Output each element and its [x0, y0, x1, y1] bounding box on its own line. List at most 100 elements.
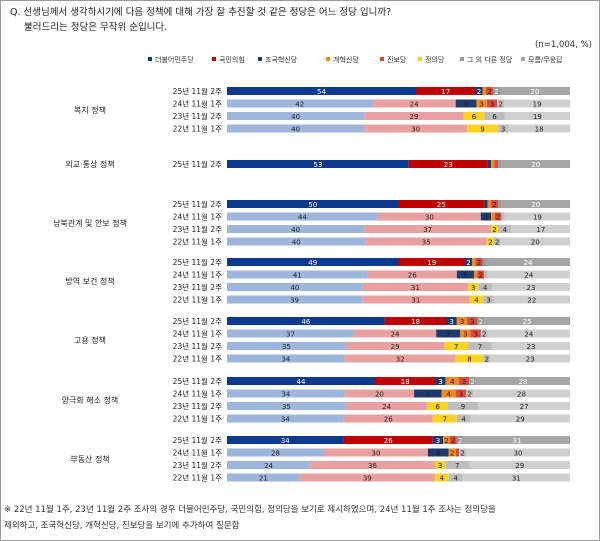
legend-item-7: 모름/무응답: [521, 55, 563, 64]
bar-label-0-0-2: 2: [477, 88, 481, 96]
group-label-4: 고용 정책: [74, 335, 106, 345]
bar-0-1-7: [504, 99, 570, 108]
legend-label-2: 조국혁신당: [265, 55, 298, 64]
bar-5-2-5: [427, 402, 448, 410]
bar-label-4-0-1: 18: [411, 318, 420, 326]
bar-1-0-2: [487, 160, 492, 168]
bar-label-2-1-0: 44: [298, 214, 307, 222]
bar-label-5-3-0: 34: [281, 416, 290, 424]
bar-4-0-6: [477, 317, 485, 325]
bar-4-2-1: [345, 342, 445, 350]
bar-2-0-3: [487, 200, 492, 208]
bar-label-2-3-5: 2: [488, 239, 492, 247]
bar-6-1-4: [455, 448, 460, 457]
bar-3-2-7: [491, 283, 570, 291]
bar-2-0-1: [398, 200, 485, 208]
bar-5-0-2: [435, 377, 446, 385]
bar-0-2-7: [504, 112, 570, 120]
bar-3-1-6: [484, 270, 488, 279]
row-label-0-3: 22년 11월 1주: [173, 124, 222, 134]
bar-label-4-2-0: 35: [282, 343, 291, 351]
bar-3-3-0: [227, 295, 363, 304]
bar-label-3-0-0: 49: [308, 259, 317, 267]
bar-3-1-4: [477, 270, 485, 279]
bar-label-2-1-4: 2: [496, 214, 500, 222]
bar-label-5-0-3: 4: [450, 378, 455, 386]
bar-label-6-3-1: 39: [363, 475, 372, 483]
bar-6-0-4: [449, 436, 457, 444]
bar-0-3-5: [467, 124, 498, 133]
bar-label-6-0-7: 31: [512, 437, 521, 445]
row-label-5-1: 24년 11월 1주: [173, 389, 222, 399]
bar-3-3-5: [469, 295, 484, 304]
legend-item-1: 국민의힘: [212, 55, 245, 64]
legend-label-3: 개혁신당: [333, 55, 359, 64]
bar-label-6-0-3: 2: [444, 437, 448, 445]
bar-0-2-6: [484, 112, 505, 120]
bar-label-3-3-1: 31: [411, 297, 420, 305]
row-label-2-3: 22년 11월 1주: [173, 237, 222, 247]
bar-label-3-2-7: 23: [526, 284, 535, 292]
bar-4-1-3: [460, 329, 471, 338]
bar-label-3-3-5: 4: [474, 297, 479, 305]
row-label-5-2: 23년 11월 2주: [173, 401, 222, 411]
bar-label-6-2-7: 29: [515, 462, 524, 470]
row-label-0-0: 25년 11월 2주: [173, 86, 222, 96]
bar-5-2-6: [447, 402, 479, 410]
bar-label-3-1-2: 5: [463, 272, 467, 280]
bar-2-0-7: [501, 200, 570, 208]
bar-label-5-0-1: 18: [401, 378, 410, 386]
bar-0-1-4: [486, 99, 498, 108]
bar-2-2-7: [511, 225, 570, 233]
bar-0-0-2: [475, 87, 483, 95]
bar-4-1-4: [470, 329, 481, 338]
bar-1-0-3: [491, 160, 495, 168]
bar-0-2-1: [364, 112, 464, 120]
bar-label-5-1-7: 28: [517, 391, 526, 399]
footnote-line-2: 제외하고, 조국혁신당, 개혁신당, 진보당을 보기에 추가하여 질문함: [4, 520, 240, 531]
row-label-0-2: 23년 11월 2주: [173, 111, 222, 121]
bar-2-2-1: [364, 225, 492, 233]
bar-label-2-0-4: 2: [492, 201, 496, 209]
bar-6-3-0: [227, 473, 300, 482]
bar-label-5-2-6: 9: [461, 403, 465, 411]
bar-label-0-1-6: 2: [498, 101, 502, 109]
bar-2-1-6: [501, 212, 505, 221]
bar-3-1-7: [487, 270, 570, 279]
bar-0-3-6: [497, 124, 509, 133]
bar-label-4-2-7: 23: [526, 343, 535, 351]
bar-label-6-1-0: 28: [271, 450, 280, 458]
bar-label-2-2-7: 17: [536, 226, 545, 234]
bar-6-2-5: [434, 461, 446, 469]
bar-label-3-0-2: 2: [466, 259, 470, 267]
bar-5-2-7: [478, 402, 570, 410]
bar-label-5-1-3: 4: [447, 391, 452, 399]
bar-label-3-1-0: 41: [293, 272, 302, 280]
bar-label-2-0-7: 20: [531, 201, 540, 209]
legend-label-1: 국민의힘: [219, 55, 245, 64]
bar-6-3-1: [299, 473, 435, 482]
bar-2-0-2: [484, 200, 488, 208]
bar-2-3-1: [365, 237, 487, 246]
legend-label-4: 진보당: [387, 55, 407, 64]
legend-swatch-1: [212, 57, 216, 61]
bar-label-6-0-6: 2: [458, 437, 462, 445]
bar-4-0-0: [227, 317, 385, 325]
bar-label-6-2-0: 24: [264, 462, 273, 470]
bar-label-6-3-7: 31: [512, 475, 521, 483]
bar-label-6-2-1: 36: [368, 462, 377, 470]
bar-5-0-4: [459, 377, 470, 385]
bar-3-2-5: [468, 283, 479, 291]
bar-label-5-2-7: 27: [520, 403, 529, 411]
bar-label-4-3-0: 34: [281, 356, 290, 364]
bar-label-4-0-2: 3: [449, 318, 453, 326]
bar-label-2-1-1: 30: [425, 214, 434, 222]
bar-label-2-0-0: 50: [308, 201, 317, 209]
bar-3-2-0: [227, 283, 363, 291]
bar-label-2-1-2: 3: [484, 214, 488, 222]
bar-label-2-3-7: 20: [531, 239, 540, 247]
bar-label-4-1-0: 37: [286, 331, 295, 339]
bar-4-3-6: [483, 354, 491, 363]
bar-6-1-0: [227, 448, 325, 457]
sample-note: (n=1,004, %): [535, 40, 592, 50]
